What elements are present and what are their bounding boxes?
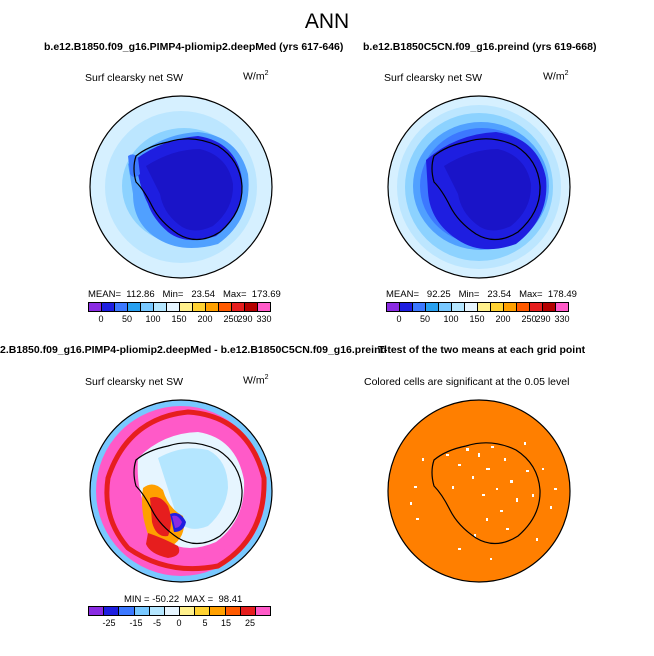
stats-top-right: MEAN= 92.25 Min= 23.54 Max= 178.49: [386, 289, 577, 300]
variable-label-bottom-right: Colored cells are significant at the 0.0…: [364, 376, 570, 388]
colorbar-top-right: [386, 302, 569, 312]
colorbar-ticks-bottom-left: -25 -15 -5 0 5 15 25: [102, 618, 256, 628]
variable-label-top-left: Surf clearsky net SW: [85, 72, 184, 84]
panel-title-bottom-left: 2.B1850.f09_g16.PIMP4-pliomip2.deepMed -…: [0, 344, 387, 356]
polar-map-top-left: [89, 95, 273, 279]
stats-top-left: MEAN= 112.86 Min= 23.54 Max= 173.69: [88, 289, 281, 300]
variable-label-bottom-left: Surf clearsky net SW: [85, 376, 184, 388]
colorbar-ticks-top-right: 0 50 100 150 200 250 290 330: [396, 314, 570, 324]
colorbar-bottom-left: [88, 606, 271, 616]
panel-title-bottom-right: T-test of the two means at each grid poi…: [378, 344, 586, 356]
panel-title-top-right: b.e12.B1850C5CN.f09_g16.preind (yrs 619-…: [363, 41, 597, 53]
panel-title-top-left: b.e12.B1850.f09_g16.PIMP4-pliomip2.deepM…: [44, 41, 344, 53]
units-label-top-right: W/m2: [543, 70, 569, 83]
polar-map-bottom-left: [89, 399, 273, 583]
polar-map-bottom-right: [387, 399, 571, 583]
main-title: ANN: [304, 10, 350, 33]
stats-bottom-left: MIN = -50.22 MAX = 98.41: [124, 594, 243, 605]
polar-map-top-right: [387, 95, 571, 279]
units-label-bottom-left: W/m2: [243, 374, 269, 387]
colorbar-top-left: [88, 302, 271, 312]
variable-label-top-right: Surf clearsky net SW: [384, 72, 483, 84]
colorbar-ticks-top-left: 0 50 100 150 200 250 290 330: [98, 314, 272, 324]
units-label-top-left: W/m2: [243, 70, 269, 83]
